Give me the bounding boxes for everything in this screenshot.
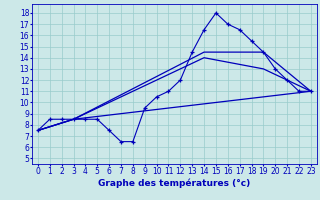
X-axis label: Graphe des températures (°c): Graphe des températures (°c) bbox=[98, 179, 251, 188]
